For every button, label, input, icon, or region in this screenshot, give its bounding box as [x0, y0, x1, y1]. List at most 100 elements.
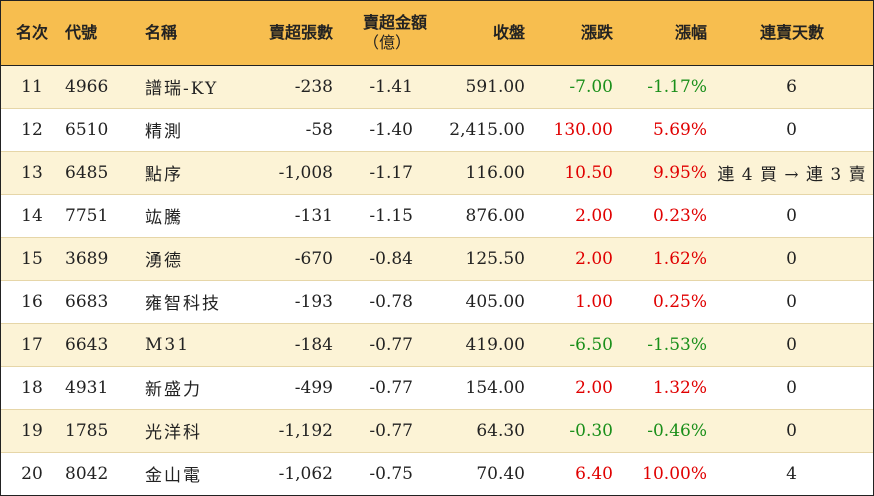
change-cell: 2.00 [525, 194, 617, 238]
net-sell-lots-cell: -238 [225, 65, 333, 109]
close-cell: 405.00 [431, 280, 525, 324]
close-cell: 125.50 [431, 237, 525, 281]
name-cell: 雍智科技 [133, 280, 225, 324]
net-sell-lots-cell: -499 [225, 366, 333, 410]
header-net-sell-amount-line1: 賣超金額 [362, 12, 427, 32]
rank-cell: 18 [1, 366, 63, 410]
table-row: 14 7751 竑騰 -131 -1.15 876.00 2.00 0.23% 0 [1, 194, 873, 238]
header-close: 收盤 [431, 1, 525, 66]
table-row: 12 6510 精測 -58 -1.40 2,415.00 130.00 5.69% 0 [1, 108, 873, 152]
table-row: 16 6683 雍智科技 -193 -0.78 405.00 1.00 0.25% 0 [1, 280, 873, 324]
rank-cell: 14 [1, 194, 63, 238]
change-cell: 2.00 [525, 237, 617, 281]
table-row: 13 6485 點序 -1,008 -1.17 116.00 10.50 9.95% 連 4 買… [1, 151, 873, 195]
change-cell: -0.30 [525, 409, 617, 453]
code-cell: 1785 [63, 409, 133, 453]
header-row: 名次 代號 名稱 賣超張數 賣超金額 （億） 收盤 漲跌 漲幅 連賣天數 [1, 1, 873, 66]
change-pct-cell: 1.62% [617, 237, 711, 281]
streak-cell: 0 [711, 194, 873, 238]
header-streak: 連賣天數 [711, 1, 873, 66]
code-cell: 6643 [63, 323, 133, 367]
net-sell-lots-cell: -670 [225, 237, 333, 281]
net-sell-amount-cell: -0.78 [333, 280, 431, 324]
header-name: 名稱 [133, 1, 225, 66]
net-sell-amount-cell: -0.75 [369, 463, 413, 484]
table-row: 17 6643 M31 -184 -0.77 419.00 -6.50 -1.53% 0 [1, 323, 873, 367]
name-cell: 譜瑞-KY [133, 65, 225, 109]
table-header: 名次 代號 名稱 賣超張數 賣超金額 （億） 收盤 漲跌 漲幅 連賣天數 [1, 1, 873, 66]
header-code: 代號 [63, 1, 133, 66]
net-sell-amount-cell: -0.77 [333, 409, 431, 453]
change-pct-cell: 1.32% [617, 366, 711, 410]
name-cell: 金山電 [145, 466, 202, 487]
code-cell: 8042 [65, 463, 109, 484]
rank-cell: 15 [1, 237, 63, 281]
change-pct-cell: 0.23% [617, 194, 711, 238]
name-cell: 點序 [133, 151, 225, 195]
rank-cell: 13 [1, 151, 63, 195]
table-body: 11 4966 譜瑞-KY -238 -1.41 591.00 -7.00 -1.17% 6 12… [1, 65, 873, 495]
change-cell: -7.00 [525, 65, 617, 109]
change-pct-cell: 10.00% [642, 463, 707, 484]
name-cell: 精測 [133, 108, 225, 152]
name-cell: 光洋科 [133, 409, 225, 453]
code-cell: 3689 [63, 237, 133, 281]
net-sell-amount-cell: -1.17 [333, 151, 431, 195]
net-sell-amount-cell: -1.15 [333, 194, 431, 238]
change-cell: 130.00 [525, 108, 617, 152]
streak-cell: 0 [711, 237, 873, 281]
net-sell-lots-cell: -58 [225, 108, 333, 152]
close-cell: 2,415.00 [431, 108, 525, 152]
net-sell-lots-cell: -1,062 [278, 463, 333, 484]
name-cell: 竑騰 [133, 194, 225, 238]
net-sell-lots-cell: -1,192 [225, 409, 333, 453]
net-sell-amount-cell: -0.84 [333, 237, 431, 281]
streak-cell: 0 [711, 366, 873, 410]
header-rank: 名次 [1, 1, 63, 66]
streak-cell: 6 [711, 65, 873, 109]
header-change: 漲跌 [525, 1, 617, 66]
rank-cell: 12 [1, 108, 63, 152]
rank-cell: 11 [1, 65, 63, 109]
net-sell-lots-cell: -193 [225, 280, 333, 324]
streak-cell: 0 [711, 409, 873, 453]
net-sell-amount-cell: -0.77 [333, 323, 431, 367]
header-net-sell-amount: 賣超金額 （億） [333, 1, 431, 66]
streak-cell: 4 [786, 463, 798, 484]
code-cell: 6683 [63, 280, 133, 324]
change-cell: 10.50 [525, 151, 617, 195]
table-row: 20 8042 金山電 -1,062 -0.75 70.40 6.40 10.00% 4 [1, 452, 873, 495]
streak-cell: 0 [711, 280, 873, 324]
name-cell: 新盛力 [133, 366, 225, 410]
name-cell: M31 [133, 323, 225, 367]
change-pct-cell: 0.25% [617, 280, 711, 324]
rank-cell: 17 [1, 323, 63, 367]
name-cell: 湧德 [133, 237, 225, 281]
rank-cell: 19 [1, 409, 63, 453]
code-cell: 4931 [63, 366, 133, 410]
streak-cell: 連 4 買 → 連 3 賣 [711, 151, 873, 195]
close-cell: 419.00 [431, 323, 525, 367]
change-cell: 6.40 [575, 463, 613, 484]
change-pct-cell: 9.95% [617, 151, 711, 195]
close-cell: 64.30 [431, 409, 525, 453]
code-cell: 6485 [63, 151, 133, 195]
table-row: 15 3689 湧德 -670 -0.84 125.50 2.00 1.62% 0 [1, 237, 873, 281]
net-sell-amount-cell: -1.40 [333, 108, 431, 152]
change-cell: 2.00 [525, 366, 617, 410]
change-pct-cell: -0.46% [617, 409, 711, 453]
table-row: 19 1785 光洋科 -1,192 -0.77 64.30 -0.30 -0.46% 0 [1, 409, 873, 453]
change-cell: -6.50 [525, 323, 617, 367]
change-cell: 1.00 [525, 280, 617, 324]
net-sell-amount-cell: -1.41 [333, 65, 431, 109]
net-sell-lots-cell: -1,008 [225, 151, 333, 195]
rank-cell: 16 [1, 280, 63, 324]
close-cell: 876.00 [431, 194, 525, 238]
table-row: 18 4931 新盛力 -499 -0.77 154.00 2.00 1.32% 0 [1, 366, 873, 410]
code-cell: 4966 [63, 65, 133, 109]
close-cell: 591.00 [431, 65, 525, 109]
code-cell: 7751 [63, 194, 133, 238]
code-cell: 6510 [63, 108, 133, 152]
